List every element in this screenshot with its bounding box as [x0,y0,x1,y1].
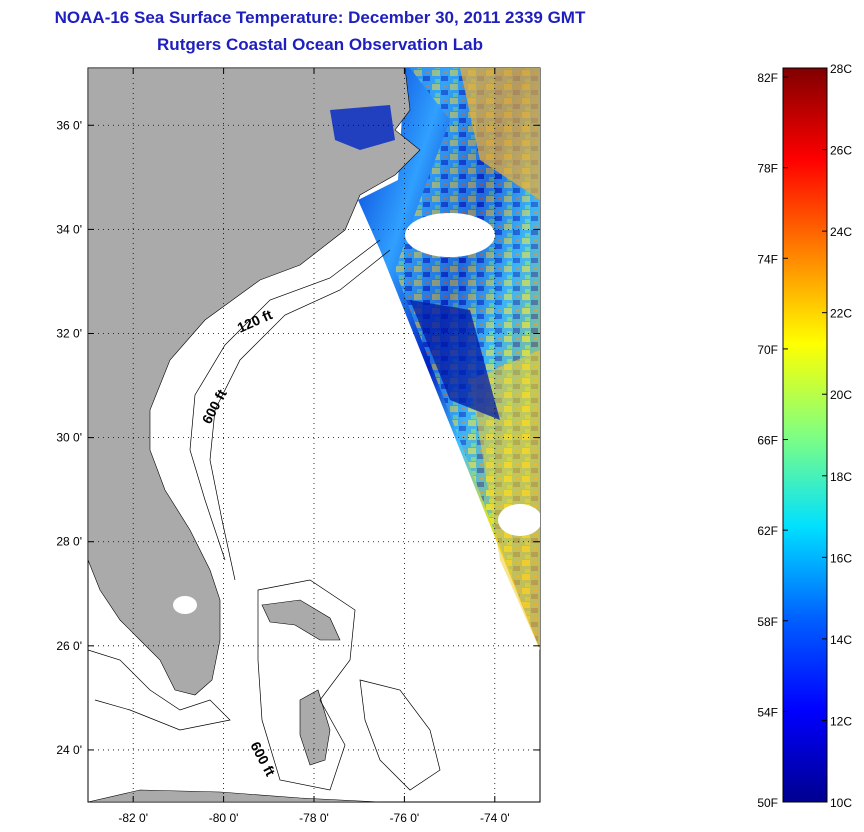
longitude-label: -78 0' [299,811,329,825]
latitude-label: 32 0' [56,326,82,340]
contour-florida-keys [88,649,231,731]
land-cuba [88,789,381,802]
land-bahamas-grand [261,599,341,641]
map-title: NOAA-16 Sea Surface Temperature: Decembe… [54,8,586,27]
land-us-southeast [88,68,421,696]
colorbar-f-label: 58F [757,615,778,629]
latitude-label: 28 0' [56,535,82,549]
colorbar-c-label: 12C [830,714,852,728]
colorbar-c-label: 14C [830,633,852,647]
colorbar-f-label: 70F [757,343,778,357]
map-grid [88,68,540,802]
contour-bahamas-east [359,679,441,791]
latitude-label: 24 0' [56,743,82,757]
colorbar-c-label: 20C [830,388,852,402]
colorbar-c-label: 22C [830,307,852,321]
longitude-label: -80 0' [209,811,239,825]
longitude-label: -82 0' [118,811,148,825]
pamlico-sound [330,105,395,150]
colorbar-f-label: 50F [757,796,778,810]
longitude-labels: -82 0' -80 0' -78 0' -76 0' -74 0' [118,68,510,825]
colorbar-fahrenheit-labels: 82F 78F 74F 70F 66F 62F 58F 54F 50F [757,71,788,810]
longitude-label: -76 0' [390,811,420,825]
colorbar-celsius-labels: 28C 26C 24C 22C 20C 18C 16C 14C 12C 10C [822,62,852,810]
colorbar-f-label: 66F [757,434,778,448]
cloud-gap [498,504,540,536]
colorbar-f-label: 54F [757,705,778,719]
contour-bahamas [257,579,356,791]
colorbar-c-label: 18C [830,470,852,484]
latitude-labels: 36 0' 34 0' 32 0' 30 0' 28 0' 26 0' 24 0' [56,118,540,757]
latitude-label: 26 0' [56,639,82,653]
colorbar-f-label: 82F [757,71,778,85]
colorbar-f-label: 62F [757,524,778,538]
latitude-label: 30 0' [56,431,82,445]
sst-swath-cold [410,300,500,420]
map-subtitle: Rutgers Coastal Ocean Observation Lab [157,35,483,54]
latitude-label: 36 0' [56,118,82,132]
colorbar-f-label: 78F [757,162,778,176]
colorbar-c-label: 28C [830,62,852,76]
lake-okeechobee [173,596,197,614]
colorbar-c-label: 10C [830,796,852,810]
sst-swath-warm-south [470,350,540,650]
colorbar-c-label: 16C [830,551,852,565]
cloud-gap [405,213,495,257]
latitude-label: 34 0' [56,222,82,236]
colorbar-c-label: 26C [830,144,852,158]
colorbar-f-label: 74F [757,252,778,266]
sst-swath-warm [460,68,540,200]
colorbar-c-label: 24C [830,225,852,239]
land-bahamas-andros [299,689,331,766]
colorbar-scale [782,67,828,803]
longitude-label: -74 0' [480,811,510,825]
contour-600ft [209,249,391,581]
contour-120ft [189,239,381,561]
